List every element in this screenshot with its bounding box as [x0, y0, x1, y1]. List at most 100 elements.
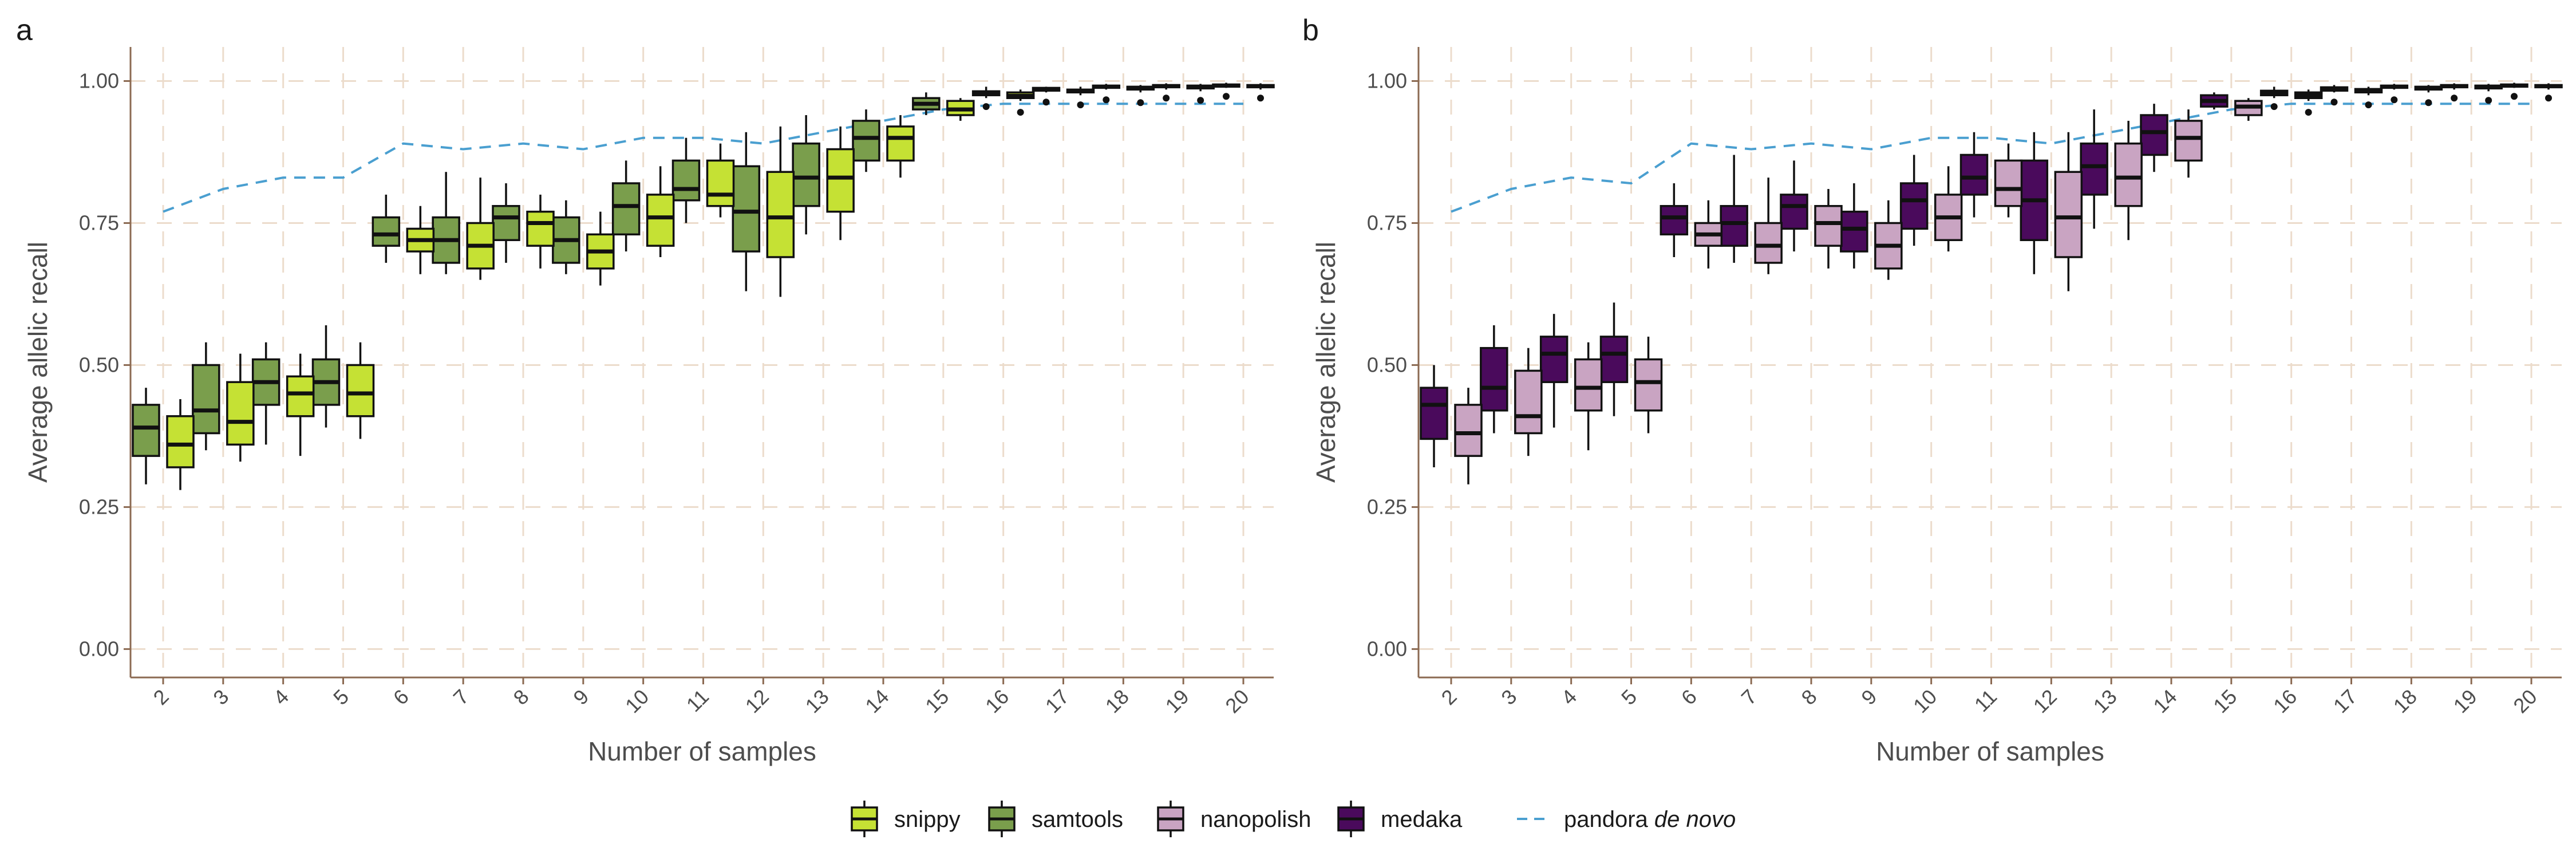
series-samtools [132, 82, 1240, 484]
samtools-box [671, 137, 701, 223]
medaka-box [1480, 325, 1508, 434]
x-tick-label: 17 [2329, 685, 2361, 718]
box-iqr [492, 204, 520, 241]
x-tick-label: 18 [1101, 685, 1133, 718]
x-tick-label: 10 [621, 685, 653, 718]
y-tick-label: 0.25 [1367, 495, 1407, 518]
legend-label-text: samtools [1032, 807, 1123, 832]
outlier-point [2511, 93, 2518, 100]
snippy-box [766, 126, 795, 297]
medaka-box [1780, 160, 1808, 252]
samtools-box [132, 388, 160, 484]
series-medaka [1420, 82, 2528, 467]
nanopolish-box [1874, 200, 1903, 280]
x-tick-label: 4 [268, 685, 293, 710]
legend-item-medaka: medaka [1337, 801, 1463, 837]
pandora-de-novo-line [163, 103, 1243, 213]
medaka-box [2080, 109, 2108, 229]
series-nanopolish [1454, 83, 2563, 484]
box-iqr [2054, 171, 2083, 258]
nanopolish-box [1814, 188, 1843, 269]
snippy-box [1246, 83, 1275, 102]
y-tick-label: 0.00 [1367, 637, 1407, 660]
box-iqr [1660, 204, 1689, 236]
x-tick-label: 17 [1041, 685, 1073, 718]
box-iqr [1780, 194, 1808, 230]
outlier-point [1197, 97, 1204, 104]
y-axis-title: Average allelic recall [23, 242, 53, 483]
box-iqr [1634, 358, 1663, 412]
box-iqr [732, 165, 761, 253]
outlier-point [2305, 109, 2312, 116]
legend-label-text: snippy [894, 807, 961, 832]
outlier-point [1163, 94, 1170, 102]
y-axis-title: Average allelic recall [1311, 242, 1341, 483]
series-snippy [166, 83, 1275, 490]
nanopolish-box [1574, 342, 1603, 451]
samtools-box [971, 86, 1001, 111]
samtools-box [1092, 84, 1121, 104]
samtools-box [611, 160, 641, 252]
snippy-box [1066, 86, 1095, 109]
box-iqr [1599, 336, 1629, 383]
x-tick-label: 2 [149, 685, 173, 710]
box-iqr [852, 120, 880, 162]
x-tick-label: 14 [860, 685, 893, 718]
medaka-box [1660, 183, 1689, 257]
nanopolish-box [2114, 120, 2143, 241]
pandora-de-novo-line [1451, 103, 2531, 213]
x-tick-label: 20 [2508, 685, 2541, 718]
outlier-point [2391, 96, 2398, 104]
legend: snippy samtools nanopolish medaka pandora de… [851, 801, 1736, 837]
samtools-box [1152, 83, 1180, 102]
medaka-box [1959, 132, 1989, 218]
nanopolish-box [2474, 84, 2503, 104]
legend-item-samtools: samtools [988, 801, 1123, 837]
y-tick-label: 0.75 [79, 211, 119, 234]
box-iqr [1994, 159, 2023, 207]
panel-b: b 0.00 0.25 0.50 0.75 1.00 2 3 4 5 6 7 8 9 10 11 12 13 14… [1302, 14, 2563, 766]
samtools-box [792, 115, 820, 235]
box-iqr [1814, 204, 1843, 247]
y-tick-label: 0.50 [1367, 353, 1407, 376]
x-tick-label: 13 [801, 685, 833, 718]
nanopolish-box [2354, 86, 2383, 109]
nanopolish-box [1634, 336, 1663, 434]
x-tick-label: 7 [449, 685, 473, 710]
x-tick-label: 18 [2389, 685, 2421, 718]
x-tick-label: 15 [920, 685, 953, 718]
nanopolish-box [2414, 85, 2443, 107]
x-axis-title: Number of samples [588, 736, 816, 766]
outlier-point [2365, 101, 2372, 109]
box-iqr [1454, 404, 1483, 457]
box-iqr [2140, 114, 2168, 156]
box-iqr [1840, 210, 1868, 253]
box-iqr [1720, 204, 1748, 247]
box-iqr [226, 381, 255, 446]
x-tick-label: 5 [329, 685, 353, 710]
legend-label: medaka [1381, 807, 1463, 832]
x-tick-label: 4 [1556, 685, 1581, 710]
snippy-box [346, 342, 375, 439]
box-iqr [826, 148, 855, 213]
legend-label-italic: de novo [1654, 807, 1736, 832]
panel-letter-b: b [1302, 14, 1319, 47]
x-tick-label: 19 [1161, 685, 1194, 718]
y-tick-label: 0.00 [79, 637, 119, 660]
outlier-point [2425, 99, 2432, 107]
box-iqr [132, 404, 160, 457]
x-tick-label: 8 [509, 685, 534, 710]
box-iqr [611, 182, 641, 236]
medaka-box [2500, 82, 2528, 100]
box-iqr [1754, 222, 1783, 264]
samtools-box [732, 132, 761, 291]
samtools-box [432, 172, 460, 274]
medaka-box [2440, 83, 2468, 102]
x-tick-label: 10 [1909, 685, 1941, 718]
x-tick-label: 16 [981, 685, 1013, 718]
legend-item-nanopolish: nanopolish [1157, 801, 1311, 837]
y-tick-label: 0.50 [79, 353, 119, 376]
snippy-box [166, 399, 195, 490]
snippy-box [1186, 84, 1215, 104]
